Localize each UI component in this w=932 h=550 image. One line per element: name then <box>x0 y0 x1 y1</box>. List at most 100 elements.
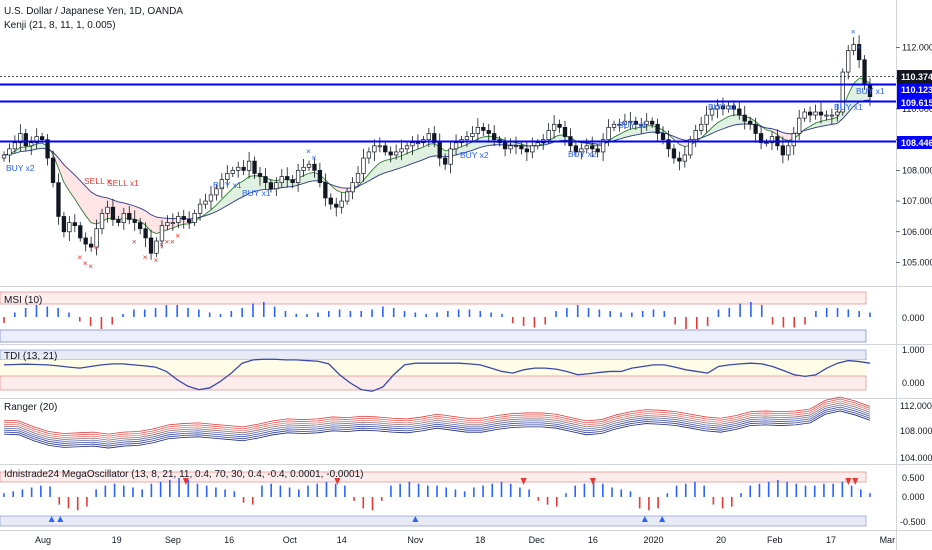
mega-buy-marker <box>48 516 55 522</box>
signal-buy-x1: BUY x1 <box>856 86 885 96</box>
candle <box>388 151 393 156</box>
buy-marker: × <box>306 146 311 156</box>
candle <box>181 216 186 220</box>
candle <box>170 222 175 224</box>
mega-sell-marker <box>852 478 859 485</box>
candle <box>290 179 295 183</box>
time-tick-label: 16 <box>588 535 598 545</box>
candle <box>470 133 475 137</box>
candle <box>219 179 225 190</box>
msi-title: MSI (10) <box>4 295 42 306</box>
candle <box>726 105 731 110</box>
ranger-band <box>3 406 871 445</box>
cloud-segment <box>368 167 375 181</box>
price-tick-label: 106.000 <box>902 227 932 237</box>
ranger-band <box>3 410 871 449</box>
candle <box>187 219 192 223</box>
sell-marker: × <box>175 230 180 240</box>
candle <box>748 120 753 125</box>
cloud-segment <box>254 175 260 192</box>
candle <box>328 197 333 205</box>
cloud-segment <box>777 130 783 140</box>
level-lines <box>0 83 896 143</box>
cloud-segment <box>238 180 244 200</box>
candle <box>807 111 813 116</box>
candle <box>394 151 399 156</box>
candle <box>410 142 415 147</box>
candle <box>45 139 50 159</box>
buy-marker: × <box>856 42 861 52</box>
candle <box>127 213 132 220</box>
cloud-segment <box>417 147 424 162</box>
candle <box>709 108 715 116</box>
mega-sell-marker <box>334 478 341 485</box>
candle <box>72 222 77 226</box>
buy-marker: × <box>851 26 856 36</box>
cloud-segment <box>80 180 86 216</box>
candle <box>742 114 747 122</box>
candle <box>18 133 23 144</box>
cloud-segment <box>635 127 642 135</box>
candle <box>383 145 388 153</box>
cloud-segment <box>336 186 342 193</box>
cloud-segment <box>728 114 734 127</box>
candle <box>508 145 513 150</box>
time-tick-label: 18 <box>475 535 485 545</box>
candle <box>600 139 606 153</box>
cloud-segment <box>20 146 26 152</box>
sell-marker: × <box>170 237 175 247</box>
candle <box>764 142 769 145</box>
time-tick-label: 19 <box>112 535 122 545</box>
cloud-segment <box>401 153 408 168</box>
candle <box>154 240 159 254</box>
candle <box>824 114 829 117</box>
candle <box>50 157 56 183</box>
candle <box>301 166 306 171</box>
candle <box>279 176 284 183</box>
cloud-segment <box>58 157 64 183</box>
megaoscillator-title: Idnistrade24 MegaOscillator (13, 8, 21, … <box>4 469 363 480</box>
mega-tick-05: 0.500 <box>902 473 925 483</box>
candle <box>519 145 524 150</box>
sell-marker: × <box>154 255 159 265</box>
ranger-band <box>3 400 871 439</box>
candle <box>197 203 203 214</box>
time-tick-label: Sep <box>165 535 181 545</box>
candle <box>699 123 704 131</box>
candle <box>7 148 12 156</box>
candle <box>339 200 344 208</box>
candle <box>720 105 726 110</box>
time-axis[interactable]: Aug 19 Sep 16 Oct 14 Nov 18 Dec 16 2020 20 Feb 17 Mar <box>35 535 895 545</box>
ranger-title: Ranger (20) <box>4 402 57 413</box>
sell-marker: × <box>88 261 93 271</box>
fast-ma-line <box>3 77 871 234</box>
candle <box>176 216 181 223</box>
cloud-segment <box>641 125 647 134</box>
cloud-segment <box>722 116 729 129</box>
candle <box>285 176 290 180</box>
cloud-segment <box>74 175 81 208</box>
candle <box>492 133 497 140</box>
price-panel[interactable]: ×× ×××× ×× × ×××××× <box>1 26 873 271</box>
candle <box>557 123 562 128</box>
candle <box>312 163 317 171</box>
candle <box>257 173 263 177</box>
buy-marker: × <box>311 152 316 162</box>
symbol-title: U.S. Dollar / Japanese Yen, 1D, OANDA <box>4 6 183 17</box>
candle <box>524 148 530 153</box>
cloud-segment <box>385 159 391 173</box>
candle <box>116 219 121 223</box>
candle <box>835 111 840 116</box>
time-tick-label: Aug <box>35 535 51 545</box>
svg-text:110.374: 110.374 <box>901 72 932 82</box>
candle <box>208 194 214 202</box>
sell-marker: × <box>77 252 82 262</box>
mega-sell-marker <box>845 478 852 485</box>
time-tick-label: 17 <box>826 535 836 545</box>
candle <box>671 148 677 159</box>
candle <box>769 136 775 144</box>
candle <box>513 145 519 148</box>
signal-buy-x2: BUY x2 <box>568 149 597 159</box>
